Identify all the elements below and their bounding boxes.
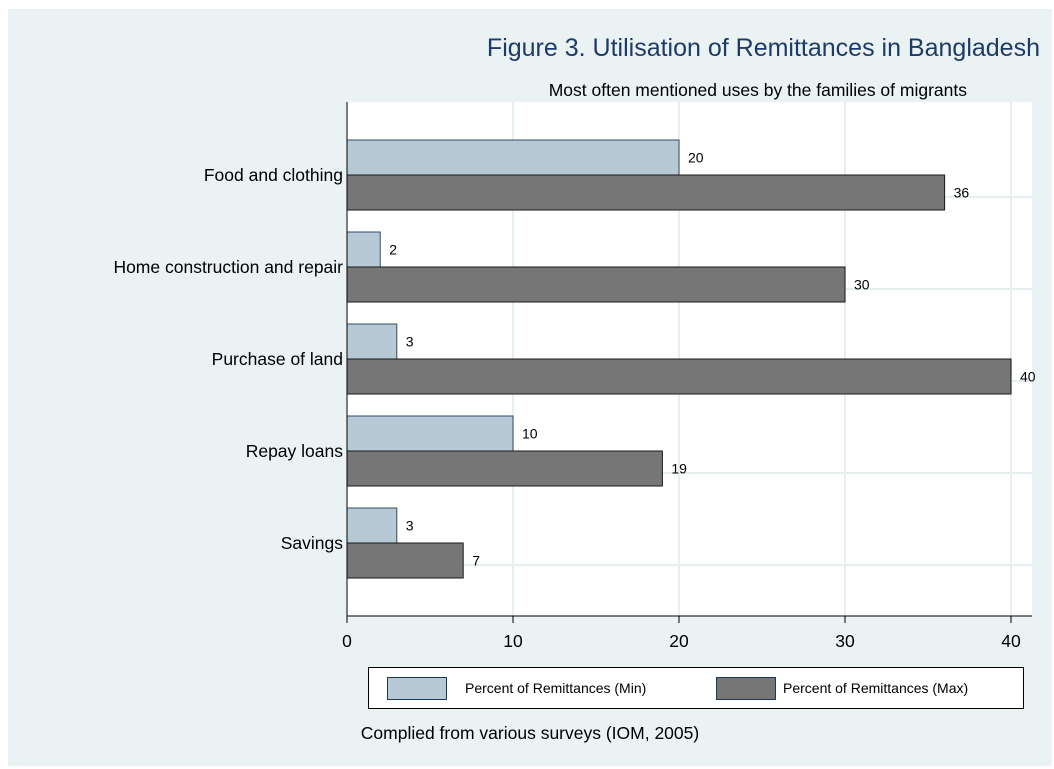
chart-legend: Percent of Remittances (Min) Percent of … <box>368 667 1024 709</box>
legend-swatch-max <box>716 677 776 700</box>
chart-figure: Figure 3. Utilisation of Remittances in … <box>8 9 1052 766</box>
category-label: Savings <box>281 533 344 553</box>
data-label-max: 19 <box>671 461 687 477</box>
data-label-min: 2 <box>389 242 397 258</box>
bar-max <box>346 174 946 211</box>
chart-title: Figure 3. Utilisation of Remittances in … <box>486 34 1040 62</box>
bar-min <box>346 415 514 452</box>
data-label-max: 30 <box>854 277 870 293</box>
category-label: Repay loans <box>246 441 344 461</box>
bar-max <box>346 542 464 579</box>
category-label: Food and clothing <box>204 165 343 185</box>
bar-min <box>346 231 381 268</box>
legend-swatch-min <box>387 677 447 700</box>
data-label-max: 40 <box>1020 369 1036 385</box>
bar-min <box>346 323 398 360</box>
bar-min <box>346 139 680 176</box>
data-label-min: 3 <box>406 334 414 350</box>
bar-max <box>346 450 663 487</box>
data-label-min: 20 <box>688 150 704 166</box>
bar-min <box>346 507 398 544</box>
x-tick-label: 20 <box>669 631 689 651</box>
legend-label-min: Percent of Remittances (Min) <box>465 680 647 696</box>
category-label: Home construction and repair <box>113 257 343 277</box>
x-tick-label: 30 <box>835 631 855 651</box>
legend-label-max: Percent of Remittances (Max) <box>783 680 969 696</box>
chart-subtitle: Most often mentioned uses by the familie… <box>548 80 967 100</box>
data-label-min: 3 <box>406 518 414 534</box>
bar-max <box>346 266 846 303</box>
x-tick-label: 0 <box>342 631 352 651</box>
data-label-max: 36 <box>954 185 970 201</box>
data-label-max: 7 <box>472 553 480 569</box>
x-tick-label: 40 <box>1001 631 1021 651</box>
bar-max <box>346 358 1012 395</box>
category-label: Purchase of land <box>212 349 343 369</box>
data-label-min: 10 <box>522 426 538 442</box>
x-tick-label: 10 <box>503 631 523 651</box>
chart-caption: Complied from various surveys (IOM, 2005… <box>360 723 700 743</box>
